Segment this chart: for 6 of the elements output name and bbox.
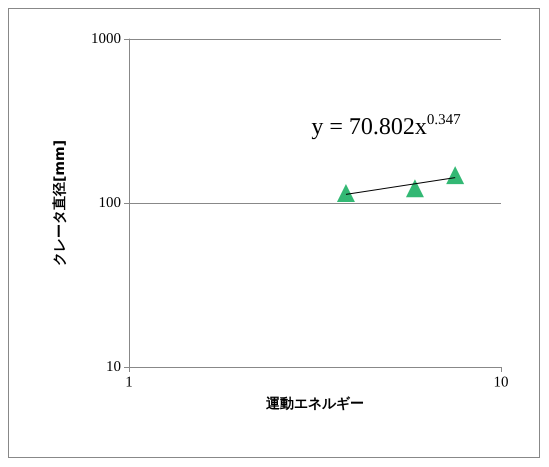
y-tick-label: 10 — [106, 359, 121, 375]
x-axis-title: 運動エネルギー — [265, 396, 364, 412]
y-tick-label: 100 — [98, 195, 121, 211]
y-tick-label: 1000 — [91, 31, 121, 47]
x-tick-label: 1 — [125, 374, 133, 390]
y-axis-title: クレータ直径[mm] — [52, 140, 68, 266]
